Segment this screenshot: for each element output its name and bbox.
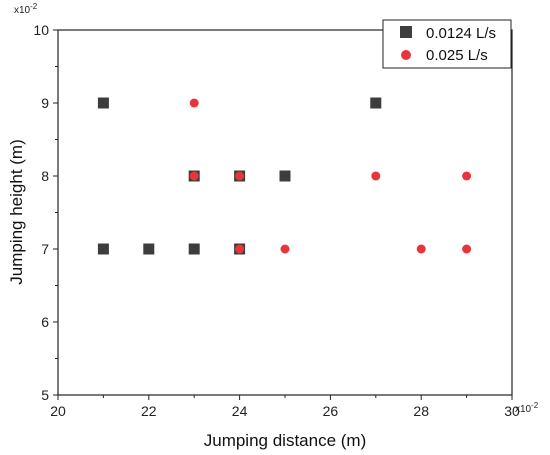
data-point-series-2: [235, 244, 245, 254]
x-tick-label: 20: [50, 403, 66, 419]
data-point-series-2: [371, 171, 381, 181]
legend-label-series-2: 0.025 L/s: [426, 47, 488, 64]
data-point-series-2: [235, 171, 245, 181]
data-point-series-1: [97, 243, 109, 255]
data-points: [97, 97, 472, 255]
data-point-series-2: [280, 244, 290, 254]
legend-square-marker: [400, 26, 412, 38]
x-tick-label: 24: [232, 403, 248, 419]
legend-label-series-1: 0.0124 L/s: [426, 25, 496, 42]
x-tick-label: 26: [323, 403, 339, 419]
data-point-series-1: [279, 170, 291, 182]
data-point-series-1: [143, 243, 155, 255]
plot-frame: [57, 29, 513, 396]
data-point-series-2: [189, 171, 199, 181]
y-tick-label: 6: [41, 314, 49, 330]
y-tick-label: 7: [41, 241, 49, 257]
x-axis-exponent-label: x10-2: [515, 401, 539, 415]
data-point-series-2: [416, 244, 426, 254]
axis-ticks: 20 22 24 26 28 30 5 6 7 8 9 10: [33, 22, 520, 419]
data-point-series-1: [188, 243, 200, 255]
plot-area: [57, 29, 513, 396]
x-tick-label: 22: [141, 403, 157, 419]
x-tick-label: 30: [504, 403, 520, 419]
y-axis-title: Jumping height (m): [7, 139, 26, 285]
data-point-series-2: [462, 171, 472, 181]
data-point-series-2: [189, 98, 199, 108]
legend-circle-marker: [401, 50, 411, 60]
y-tick-label: 5: [41, 387, 49, 403]
data-point-series-1: [370, 97, 382, 109]
x-axis-title: Jumping distance (m): [204, 431, 367, 450]
y-tick-label: 8: [41, 168, 49, 184]
x-tick-label: 28: [413, 403, 429, 419]
data-point-series-2: [462, 244, 472, 254]
y-axis-exponent-label: x10-2: [14, 2, 38, 16]
legend: 0.0124 L/s 0.025 L/s: [382, 19, 512, 69]
y-tick-label: 9: [41, 95, 49, 111]
y-tick-label: 10: [33, 22, 49, 38]
data-point-series-1: [97, 97, 109, 109]
